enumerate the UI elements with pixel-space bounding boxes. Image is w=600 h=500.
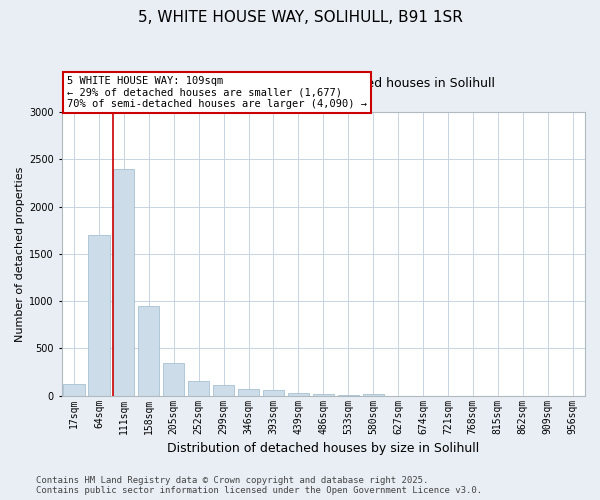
Bar — [263, 390, 284, 396]
Bar — [113, 169, 134, 396]
Bar — [238, 390, 259, 396]
Bar — [64, 384, 85, 396]
Bar — [88, 235, 110, 396]
Bar — [188, 380, 209, 396]
Text: Contains HM Land Registry data © Crown copyright and database right 2025.
Contai: Contains HM Land Registry data © Crown c… — [36, 476, 482, 495]
Text: 5 WHITE HOUSE WAY: 109sqm
← 29% of detached houses are smaller (1,677)
70% of se: 5 WHITE HOUSE WAY: 109sqm ← 29% of detac… — [67, 76, 367, 109]
X-axis label: Distribution of detached houses by size in Solihull: Distribution of detached houses by size … — [167, 442, 479, 455]
Title: Size of property relative to detached houses in Solihull: Size of property relative to detached ho… — [152, 77, 495, 90]
Bar — [213, 385, 234, 396]
Bar — [288, 393, 309, 396]
Bar — [362, 394, 384, 396]
Y-axis label: Number of detached properties: Number of detached properties — [15, 166, 25, 342]
Bar — [338, 394, 359, 396]
Bar — [313, 394, 334, 396]
Bar — [138, 306, 160, 396]
Text: 5, WHITE HOUSE WAY, SOLIHULL, B91 1SR: 5, WHITE HOUSE WAY, SOLIHULL, B91 1SR — [137, 10, 463, 25]
Bar — [163, 362, 184, 396]
